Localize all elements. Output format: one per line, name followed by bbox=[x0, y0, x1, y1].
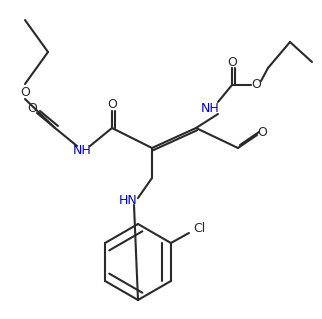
Text: O: O bbox=[251, 78, 261, 92]
Text: O: O bbox=[227, 56, 237, 69]
Text: O: O bbox=[107, 99, 117, 112]
Text: O: O bbox=[27, 101, 37, 115]
Text: O: O bbox=[257, 125, 267, 138]
Text: NH: NH bbox=[201, 101, 219, 115]
Text: HN: HN bbox=[118, 194, 137, 206]
Text: O: O bbox=[20, 86, 30, 100]
Text: Cl: Cl bbox=[193, 221, 205, 234]
Text: NH: NH bbox=[73, 144, 91, 157]
